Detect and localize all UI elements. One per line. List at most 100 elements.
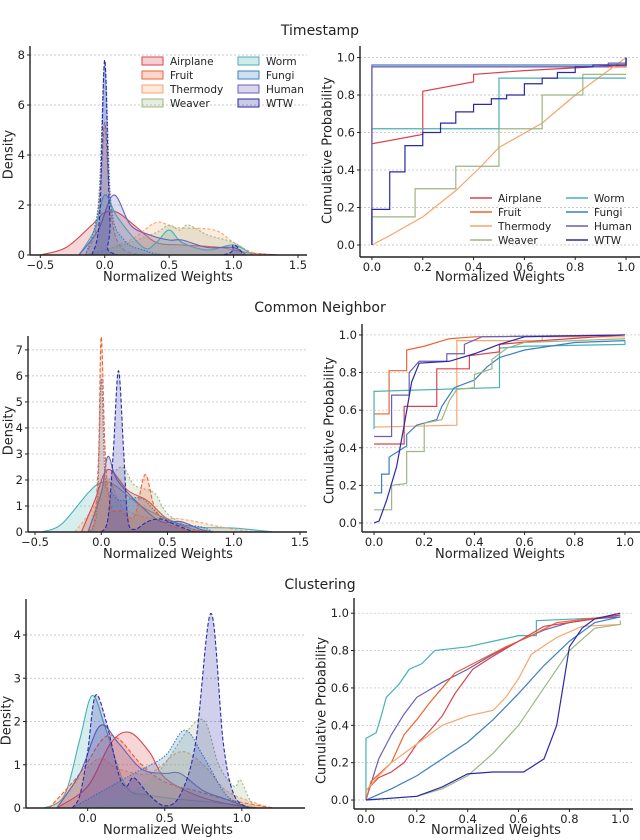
clustering-kde-panel: 0.0 0.5 1.0 0 1 2 3 4: [14, 599, 305, 825]
kde-line-weaver: [85, 224, 254, 255]
y-tick-label: 6: [18, 98, 25, 112]
kde-fill-worm: [78, 194, 253, 255]
kde-line-wtw: [71, 612, 250, 808]
cdf-line-airplane: [374, 334, 625, 445]
kde-line-wtw: [100, 370, 195, 532]
kde-line-worm: [78, 194, 254, 255]
legend-swatch-thermodynamic: [141, 84, 164, 94]
kde-line-worm: [41, 481, 274, 532]
kde-fill-weaver: [88, 466, 208, 532]
y-tick-label: 8: [18, 48, 25, 62]
legend-label: Airplane: [498, 193, 542, 205]
kde-line-weaver: [72, 718, 258, 808]
x-tick-label: 0.6: [515, 260, 533, 274]
x-tick-label: 1.0: [224, 258, 242, 272]
kde-line-thermodynamic: [56, 751, 273, 808]
x-tick-label: 1.0: [233, 811, 251, 825]
y-tick-label: 0.2: [337, 201, 355, 215]
kde-fill-fruit: [85, 122, 144, 255]
x-tick-label: 0.2: [414, 260, 432, 274]
legend-label: Weaver: [170, 98, 210, 110]
kde-line-human: [56, 724, 250, 808]
x-tick-label: 0.2: [415, 535, 433, 549]
legend-label: Thermody: [497, 221, 551, 233]
kde-line-airplane: [40, 210, 279, 255]
x-tick-label: 0.0: [92, 535, 110, 549]
kde-fill-wtw: [101, 370, 194, 532]
kde-line-weaver: [87, 466, 208, 532]
cdf-line-worm: [371, 77, 627, 130]
x-tick-label: −0.5: [21, 535, 49, 549]
legend-swatch-fruit: [141, 70, 164, 80]
y-tick-label: 0.4: [331, 718, 349, 732]
y-tick-label: 0.0: [339, 516, 357, 530]
x-tick-label: 0.0: [79, 811, 97, 825]
kde-line-human: [78, 194, 247, 255]
kde-line-fungi: [84, 64, 247, 255]
kde-fill-fungi: [90, 378, 214, 532]
timestamp-cdf-legend: Airplane Fruit Thermody Weaver Worm Fungi Huma…: [470, 193, 632, 247]
cdf-line-airplane: [365, 614, 621, 792]
x-tick-label: 1.5: [289, 258, 307, 272]
y-tick-label: 0.8: [331, 644, 349, 658]
kde-line-fungi: [71, 729, 250, 808]
kde-fill-fungi: [85, 65, 247, 255]
kde-fill-wtw: [91, 60, 244, 255]
title-common-neighbor: Common Neighbor: [254, 300, 386, 316]
x-tick-label: 0.5: [158, 535, 176, 549]
y-tick-label: 0.4: [337, 163, 355, 177]
y-tick-label: 1: [16, 499, 23, 513]
clustering-cdf-panel: 0.0 0.2 0.4 0.6 0.8 1.0 0.0 0.2 0.4 0.6 0.8 1.0: [331, 598, 633, 826]
x-tick-label: 0.0: [357, 812, 375, 826]
kde-fill-weaver: [72, 719, 258, 808]
x-tick-label: 1.0: [225, 535, 243, 549]
x-tick-label: 1.0: [611, 812, 629, 826]
xlabel-timestamp-kde: Normalized Weights: [103, 270, 233, 285]
kde-line-fungi: [90, 377, 215, 532]
legend-label: WTW: [266, 98, 294, 110]
kde-fill-human: [88, 456, 214, 532]
x-tick-label: 0.2: [408, 812, 426, 826]
y-tick-label: 0.6: [339, 403, 357, 417]
legend-label: Fruit: [498, 207, 521, 219]
x-tick-label: 0.4: [459, 812, 477, 826]
cdf-line-wtw: [373, 334, 625, 524]
kde-line-fruit: [48, 734, 273, 808]
kde-line-fruit: [84, 121, 144, 255]
cdf-line-human: [374, 334, 625, 438]
legend-swatch-weaver: [141, 98, 164, 108]
x-tick-label: 0.0: [365, 535, 383, 549]
legend-swatch-airplane: [141, 56, 164, 66]
xlabel-timestamp-cdf: Normalized Weights: [435, 270, 565, 285]
kde-line-wtw: [91, 59, 245, 255]
y-tick-label: 0.2: [339, 478, 357, 492]
cdf-line-weaver: [374, 338, 625, 511]
x-tick-label: 0.6: [515, 535, 533, 549]
x-tick-label: 1.0: [617, 260, 635, 274]
x-tick-label: 0.8: [560, 812, 578, 826]
xlabel-clustering-kde: Normalized Weights: [103, 823, 233, 838]
legend-swatch-worm: [237, 56, 260, 66]
y-tick-label: 6: [16, 369, 23, 383]
title-timestamp: Timestamp: [280, 23, 360, 39]
cdf-line-wtw: [371, 57, 627, 245]
legend-label: Worm: [594, 193, 625, 205]
x-tick-label: 1.0: [616, 535, 634, 549]
y-tick-label: 0: [14, 801, 21, 815]
x-tick-label: 0.4: [465, 535, 483, 549]
legend-label: Human: [594, 221, 632, 233]
cdf-line-weaver: [371, 73, 627, 218]
y-tick-label: 1.0: [337, 51, 355, 65]
xlabel-common-neighbor-cdf: Normalized Weights: [435, 547, 565, 562]
kde-line-worm: [44, 695, 258, 808]
kde-fill-wtw: [72, 613, 250, 808]
cdf-line-airplane: [371, 57, 627, 145]
y-tick-label: 2: [18, 198, 25, 212]
timestamp-cdf-panel: 0.0 0.2 0.4 0.6 0.8 1.0 0.0 0.2 0.4 0.6 0.8 1.0 Airp…: [337, 46, 640, 274]
y-tick-label: 1: [14, 758, 21, 772]
cdf-line-fruit: [374, 334, 625, 415]
xlabel-common-neighbor-kde: Normalized Weights: [103, 547, 233, 562]
legend-label: Human: [266, 84, 304, 96]
x-tick-label: 0.0: [363, 260, 381, 274]
y-tick-label: 0.0: [331, 793, 349, 807]
